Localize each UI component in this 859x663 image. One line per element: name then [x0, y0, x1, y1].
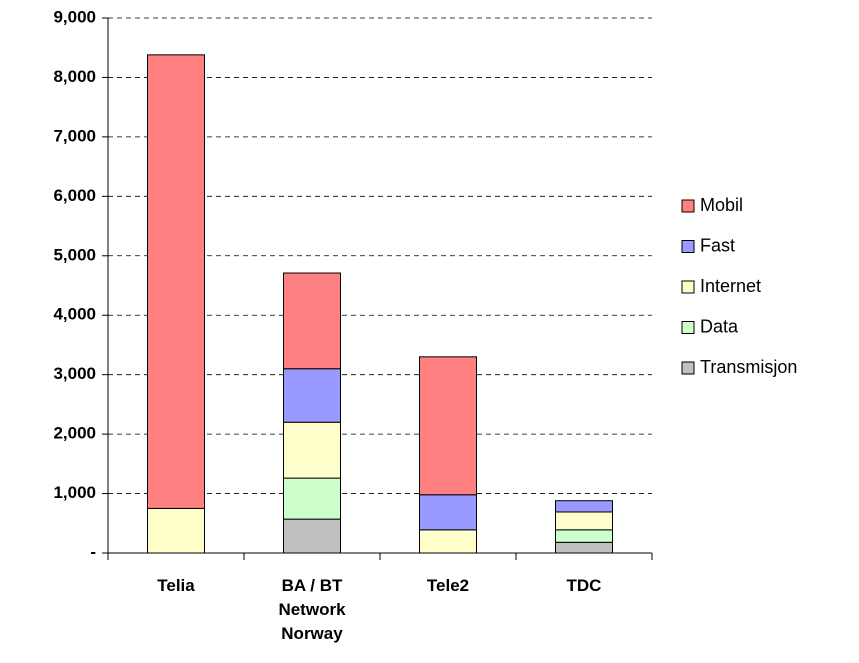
bar-segment	[419, 494, 477, 531]
x-tick-label: BA / BT Network Norway	[278, 576, 346, 643]
bar-segment	[283, 272, 341, 370]
legend-swatch	[681, 361, 695, 375]
y-tick-label: 1,000	[53, 483, 96, 502]
legend-swatch	[681, 199, 695, 213]
legend-label: Data	[700, 316, 739, 336]
bar-segment	[283, 477, 341, 520]
y-tick-label: -	[90, 542, 96, 561]
bar-segment	[555, 511, 613, 531]
legend-label: Internet	[700, 276, 761, 296]
y-tick-label: 9,000	[53, 7, 96, 26]
legend-label: Transmisjon	[700, 357, 797, 377]
bar-segment	[147, 507, 205, 554]
y-tick-label: 3,000	[53, 364, 96, 383]
legend-swatch	[681, 240, 695, 253]
bar-segment	[555, 541, 613, 554]
y-tick-label: 8,000	[53, 67, 96, 86]
legend-swatch	[681, 321, 695, 334]
y-tick-label: 5,000	[53, 245, 96, 264]
bar-segment	[555, 529, 613, 543]
y-tick-label: 2,000	[53, 424, 96, 443]
bar-segment	[283, 421, 341, 479]
bar-segment	[419, 356, 477, 496]
y-tick-label: 7,000	[53, 126, 96, 145]
y-tick-label: 6,000	[53, 186, 96, 205]
legend-label: Fast	[700, 235, 735, 255]
bar-segment	[283, 368, 341, 423]
x-tick-label: Tele2	[426, 576, 470, 595]
legend-label: Mobil	[700, 195, 743, 215]
legend-swatch	[681, 280, 695, 294]
x-tick-label: Telia	[157, 576, 195, 595]
bar-segment	[147, 54, 205, 509]
bar-segment	[419, 529, 477, 554]
bar-segment	[555, 500, 613, 513]
y-tick-label: 4,000	[53, 305, 96, 324]
bar-segment	[283, 518, 341, 554]
x-tick-label: TDC	[566, 576, 602, 595]
